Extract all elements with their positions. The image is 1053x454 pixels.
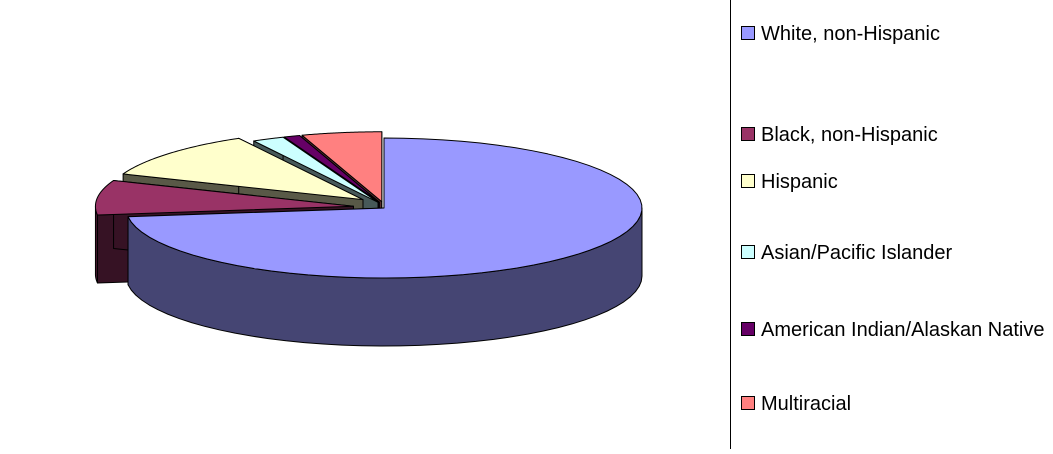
legend-swatch <box>741 26 755 40</box>
slice-american-indian-alaskan-native-top <box>283 134 380 203</box>
pie-chart <box>94 131 643 347</box>
legend-label: White, non-Hispanic <box>761 23 940 45</box>
slice-asian-pacific-islander-top <box>253 136 379 203</box>
legend-swatch <box>741 245 755 259</box>
slice-black-non-hispanic-side <box>94 205 98 284</box>
slice-multiracial-top <box>301 131 383 203</box>
legend-item-white: White, non-Hispanic <box>741 22 1053 47</box>
legend-swatch <box>741 396 755 410</box>
legend-label: Asian/Pacific Islander <box>761 242 953 264</box>
legend-swatch <box>741 174 755 188</box>
legend-swatch <box>741 322 755 336</box>
pie-slices <box>94 131 643 347</box>
slice-white-non-hispanic-top <box>127 137 643 279</box>
legend-label: Multiracial <box>761 393 852 415</box>
legend-item-multiracial: Multiracial <box>741 392 1053 417</box>
slice-black-non-hispanic-top <box>94 179 354 216</box>
chart-legend: White, non-Hispanic Black, non-Hispanic … <box>730 0 1053 449</box>
legend-label: Black, non-Hispanic <box>761 124 938 146</box>
legend-label: American Indian/Alaskan Native <box>761 319 1045 341</box>
slice-hispanic-top <box>122 137 364 201</box>
legend-label: Hispanic <box>761 171 838 193</box>
legend-item-american-indian: American Indian/Alaskan Native <box>741 318 1053 343</box>
legend-swatch <box>741 127 755 141</box>
legend-item-hispanic: Hispanic <box>741 170 1053 195</box>
legend-item-black: Black, non-Hispanic <box>741 123 1053 148</box>
legend-item-asian: Asian/Pacific Islander <box>741 241 1053 266</box>
pie-chart-area <box>94 131 643 347</box>
